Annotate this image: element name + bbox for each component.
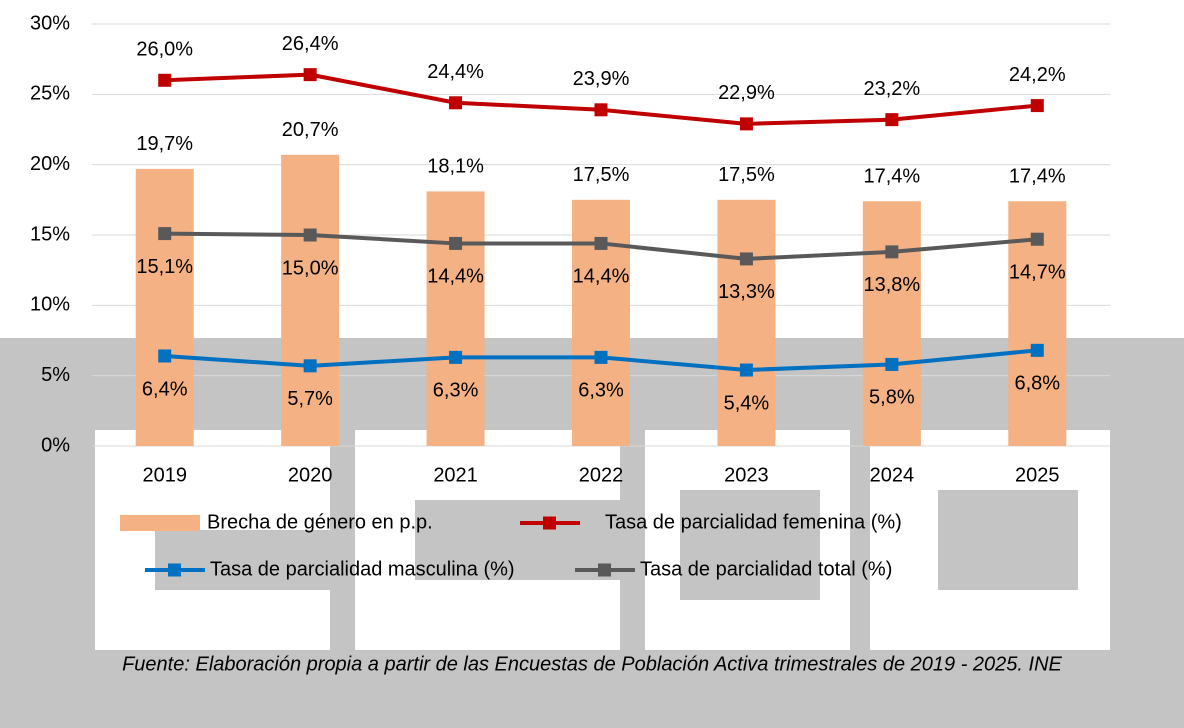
data-label: 14,4% xyxy=(573,266,630,288)
data-label: 5,8% xyxy=(869,387,915,409)
marker xyxy=(594,236,608,250)
data-label: 23,9% xyxy=(573,68,630,90)
watermark xyxy=(95,430,1110,650)
watermark xyxy=(938,490,1078,590)
y-tick-label: 0% xyxy=(41,434,70,456)
bar xyxy=(135,168,194,447)
source-note: Fuente: Elaboración propia a partir de l… xyxy=(122,653,1062,675)
data-label: 6,3% xyxy=(578,380,624,402)
marker xyxy=(1030,99,1044,113)
data-label: 17,4% xyxy=(863,166,920,188)
legend-swatch xyxy=(543,516,556,530)
marker xyxy=(1030,343,1044,357)
marker xyxy=(739,117,753,131)
marker xyxy=(303,228,317,242)
data-label: 14,7% xyxy=(1009,262,1066,284)
x-tick-label: 2020 xyxy=(288,464,333,486)
data-label: 13,8% xyxy=(863,274,920,296)
data-label: 18,1% xyxy=(427,156,484,178)
marker xyxy=(739,252,753,266)
marker xyxy=(158,349,172,363)
watermark xyxy=(680,490,820,600)
legend-swatch xyxy=(120,515,200,531)
marker xyxy=(885,357,899,371)
bar xyxy=(426,191,485,446)
marker xyxy=(303,359,317,373)
y-tick-label: 5% xyxy=(41,364,70,386)
legend-label: Brecha de género en p.p. xyxy=(207,511,433,533)
x-tick-label: 2022 xyxy=(579,464,624,486)
x-tick-label: 2021 xyxy=(433,464,478,486)
data-label: 24,2% xyxy=(1009,64,1066,86)
data-label: 17,4% xyxy=(1009,166,1066,188)
data-label: 20,7% xyxy=(282,119,339,141)
y-tick-label: 30% xyxy=(30,12,70,34)
marker xyxy=(1030,232,1044,246)
marker xyxy=(158,73,172,87)
marker xyxy=(885,113,899,127)
data-label: 22,9% xyxy=(718,82,775,104)
data-label: 5,7% xyxy=(287,388,333,410)
bar xyxy=(862,201,921,446)
marker xyxy=(449,96,463,110)
data-label: 19,7% xyxy=(136,133,193,155)
data-label: 23,2% xyxy=(863,78,920,100)
marker xyxy=(449,236,463,250)
data-label: 26,4% xyxy=(282,33,339,55)
data-label: 14,4% xyxy=(427,266,484,288)
x-tick-label: 2024 xyxy=(870,464,915,486)
y-tick-label: 15% xyxy=(30,223,70,245)
marker xyxy=(885,245,899,259)
data-label: 26,0% xyxy=(136,39,193,61)
legend-label: Tasa de parcialidad masculina (%) xyxy=(210,558,515,580)
data-label: 13,3% xyxy=(718,281,775,303)
data-label: 6,4% xyxy=(142,378,188,400)
x-tick-label: 2019 xyxy=(142,464,187,486)
marker xyxy=(739,363,753,377)
data-label: 17,5% xyxy=(718,164,775,186)
data-label: 15,0% xyxy=(282,257,339,279)
marker xyxy=(158,227,172,241)
marker xyxy=(303,68,317,82)
legend-swatch xyxy=(168,563,181,577)
data-label: 6,3% xyxy=(433,380,479,402)
data-label: 6,8% xyxy=(1014,373,1060,395)
y-tick-label: 10% xyxy=(30,294,70,316)
data-label: 24,4% xyxy=(427,61,484,83)
legend-label: Tasa de parcialidad femenina (%) xyxy=(605,511,902,533)
marker xyxy=(594,350,608,364)
bar xyxy=(572,199,630,446)
legend-swatch xyxy=(598,563,611,577)
x-tick-label: 2025 xyxy=(1015,464,1060,486)
x-tick-label: 2023 xyxy=(724,464,769,486)
data-label: 17,5% xyxy=(573,164,630,186)
marker xyxy=(449,350,463,364)
bar xyxy=(717,199,776,446)
y-tick-label: 25% xyxy=(30,83,70,105)
marker xyxy=(594,103,608,117)
bar xyxy=(281,154,340,446)
legend-label: Tasa de parcialidad total (%) xyxy=(640,558,892,580)
data-label: 5,4% xyxy=(724,392,770,414)
data-label: 15,1% xyxy=(136,256,193,278)
y-tick-label: 20% xyxy=(30,153,70,175)
